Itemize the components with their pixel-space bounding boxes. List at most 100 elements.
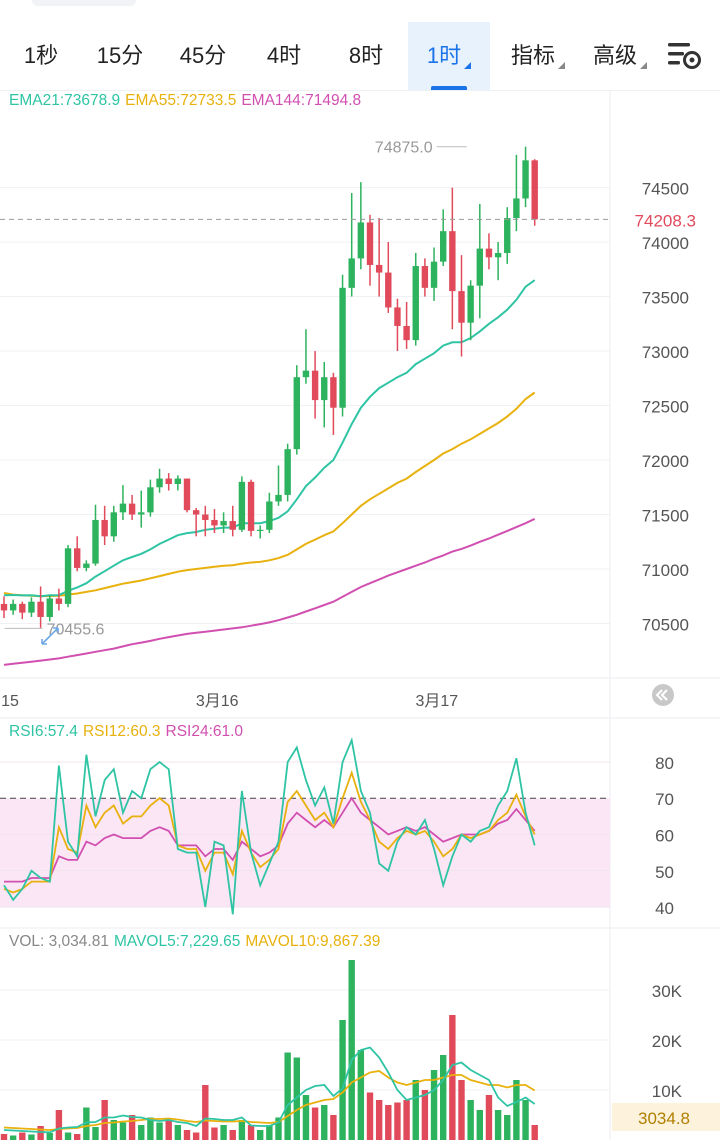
candle-body [311, 370, 319, 401]
candle-body [211, 519, 218, 526]
candle-body [494, 252, 502, 258]
volume-bar [211, 1127, 218, 1140]
tab-8h[interactable]: 8时 [348, 43, 384, 68]
time-tick-label: 3月15 [0, 693, 19, 710]
tab-indicators[interactable]: 指标 [500, 22, 576, 90]
volume-bar [165, 1120, 172, 1140]
rsi24-legend: RSI24:61.0 [165, 723, 244, 740]
candle-body [183, 478, 191, 511]
volume-bar [449, 1015, 456, 1140]
ema21-legend: EMA21:73678.9 [9, 92, 121, 109]
candle-body [156, 478, 163, 488]
rsi-tick-label: 70 [655, 790, 674, 809]
candle-body [55, 598, 63, 604]
rsi-band [0, 798, 610, 908]
last-volume-label: 3034.8 [638, 1109, 690, 1128]
candle-body [440, 231, 447, 262]
volume-bar [128, 1115, 136, 1140]
last-volume-bg [612, 1103, 720, 1131]
candle-body [238, 481, 246, 530]
candle-body [284, 449, 291, 495]
volume-bar [238, 1120, 246, 1140]
tab-1s[interactable]: 1秒 [23, 43, 59, 68]
volume-bar [531, 1125, 538, 1140]
price-tick-label: 70500 [642, 616, 689, 635]
candle-body [266, 501, 273, 530]
candle-body [330, 377, 337, 408]
candle-body [9, 603, 17, 611]
volume-legend: VOL: 3,034.81 MAVOL5:7,229.65 MAVOL10:9,86… [9, 933, 385, 951]
candle-body [128, 503, 136, 515]
candle-body [165, 478, 172, 485]
volume-bar [9, 1135, 17, 1140]
last-price-label: 74208.3 [635, 211, 696, 230]
candle-body [348, 258, 355, 288]
volume-bar [110, 1120, 117, 1140]
candle-body [174, 478, 182, 485]
tab-15m[interactable]: 15分 [96, 43, 144, 68]
rsi12-line [3, 769, 536, 894]
candle-body [257, 529, 264, 531]
tab-45m[interactable]: 45分 [179, 43, 227, 68]
last-price-bg [612, 206, 720, 233]
volume-bar [467, 1100, 474, 1140]
candle-body [83, 563, 90, 568]
chart-settings-button[interactable] [664, 38, 704, 74]
volume-bar [284, 1052, 291, 1140]
volume-bar [74, 1134, 81, 1140]
tab-1h[interactable]: 1时 [408, 22, 490, 90]
volume-bar [266, 1125, 273, 1140]
price-tick-label: 73000 [642, 343, 689, 362]
candle-body [302, 370, 310, 378]
candle-body [385, 272, 392, 308]
volume-tick-label: 10K [652, 1082, 683, 1101]
price-tick-label: 72000 [642, 452, 689, 471]
volume-bar [183, 1130, 191, 1140]
candle-body [0, 603, 8, 611]
rsi-tick-label: 40 [655, 899, 674, 918]
volume-bar [375, 1100, 383, 1140]
candle-body [449, 231, 456, 292]
volume-bar [229, 1130, 236, 1140]
rsi6-legend: RSI6:57.4 [9, 723, 78, 740]
candle-body [202, 514, 209, 520]
candle-body [485, 248, 493, 258]
price-tick-label: 71000 [642, 561, 689, 580]
volume-bar [311, 1107, 319, 1140]
rsi6-line [3, 737, 536, 915]
volume-bar [476, 1110, 483, 1140]
candle-body [28, 601, 35, 613]
ema21-line [3, 279, 536, 598]
volume-bar [321, 1105, 328, 1140]
candle-body [220, 521, 227, 526]
volume-bar [494, 1110, 502, 1140]
mavol10-legend: MAVOL10:9,867.39 [245, 933, 381, 950]
volume-bar [403, 1100, 410, 1140]
dropdown-caret-icon [640, 62, 647, 69]
tab-4h[interactable]: 4时 [266, 43, 302, 68]
candle-body [458, 291, 465, 323]
volume-bar [19, 1132, 26, 1140]
rsi12-legend: RSI12:60.3 [82, 723, 161, 740]
volume-bar [37, 1126, 44, 1140]
ema-legend: EMA21:73678.9 EMA55:72733.5 EMA144:71494.8 [9, 92, 366, 110]
volume-bar [485, 1095, 493, 1140]
volume-bar [101, 1100, 108, 1140]
candle-body [293, 377, 300, 450]
volume-bar [46, 1133, 53, 1140]
rsi-tick-label: 50 [655, 863, 674, 882]
volume-bar [385, 1105, 392, 1140]
vol-legend: VOL: 3,034.81 [9, 933, 109, 950]
volume-bar [394, 1102, 401, 1140]
low-marker-label: 70455.6 [47, 621, 105, 638]
candle-body [46, 598, 53, 617]
double-chevron-left-icon [655, 689, 668, 701]
chart-settings-icon [668, 43, 701, 69]
candle-body [375, 264, 383, 273]
volume-bar [302, 1095, 310, 1140]
volume-bar [0, 1134, 8, 1140]
volume-bar [83, 1107, 90, 1140]
tab-advanced[interactable]: 高级 [582, 22, 658, 90]
candle-body [357, 222, 365, 259]
